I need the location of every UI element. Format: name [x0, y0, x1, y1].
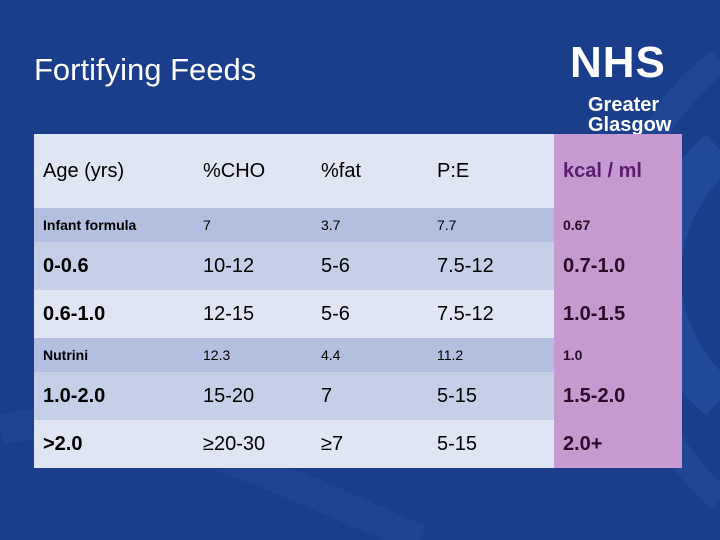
cell-fat: 7	[312, 372, 428, 420]
cell-fat: 5-6	[312, 242, 428, 290]
cell-cho: 10-12	[194, 242, 312, 290]
cell-age: >2.0	[34, 420, 194, 468]
table-row: Nutrini 12.3 4.4 11.2 1.0	[34, 338, 682, 372]
header-kcal: kcal / ml	[554, 134, 682, 208]
table-row: Infant formula 7 3.7 7.7 0.67	[34, 208, 682, 242]
cell-fat: ≥7	[312, 420, 428, 468]
cell-fat: 3.7	[312, 208, 428, 242]
table-row: >2.0 ≥20-30 ≥7 5-15 2.0+	[34, 420, 682, 468]
cell-age: 0.6-1.0	[34, 290, 194, 338]
cell-pe: 11.2	[428, 338, 554, 372]
table-row: 1.0-2.0 15-20 7 5-15 1.5-2.0	[34, 372, 682, 420]
table-row: 0-0.6 10-12 5-6 7.5-12 0.7-1.0	[34, 242, 682, 290]
cell-pe: 7.7	[428, 208, 554, 242]
cell-pe: 7.5-12	[428, 290, 554, 338]
cell-pe: 7.5-12	[428, 242, 554, 290]
logo-line-1: Greater	[588, 94, 660, 116]
cell-kcal: 0.7-1.0	[554, 242, 682, 290]
cell-kcal: 1.0	[554, 338, 682, 372]
cell-age: Infant formula	[34, 208, 194, 242]
page-title: Fortifying Feeds	[34, 52, 257, 87]
cell-fat: 4.4	[312, 338, 428, 372]
table-row: 0.6-1.0 12-15 5-6 7.5-12 1.0-1.5	[34, 290, 682, 338]
cell-kcal: 1.0-1.5	[554, 290, 682, 338]
cell-kcal: 0.67	[554, 208, 682, 242]
header-age: Age (yrs)	[34, 134, 194, 208]
cell-kcal: 1.5-2.0	[554, 372, 682, 420]
logo-line-2: Glasgow	[588, 114, 672, 136]
nhs-logo: NHS Greater Glasgow	[566, 38, 692, 138]
cell-cho: ≥20-30	[194, 420, 312, 468]
cell-fat: 5-6	[312, 290, 428, 338]
header-fat: %fat	[312, 134, 428, 208]
cell-cho: 15-20	[194, 372, 312, 420]
cell-pe: 5-15	[428, 420, 554, 468]
logo-brand: NHS	[570, 38, 666, 87]
cell-age: Nutrini	[34, 338, 194, 372]
cell-pe: 5-15	[428, 372, 554, 420]
cell-kcal: 2.0+	[554, 420, 682, 468]
fortifying-feeds-table: Age (yrs) %CHO %fat P:E kcal / ml Infant…	[34, 134, 682, 468]
table-header-row: Age (yrs) %CHO %fat P:E kcal / ml	[34, 134, 682, 208]
cell-age: 0-0.6	[34, 242, 194, 290]
cell-cho: 12.3	[194, 338, 312, 372]
cell-age: 1.0-2.0	[34, 372, 194, 420]
cell-cho: 12-15	[194, 290, 312, 338]
cell-cho: 7	[194, 208, 312, 242]
header-cho: %CHO	[194, 134, 312, 208]
header-pe: P:E	[428, 134, 554, 208]
